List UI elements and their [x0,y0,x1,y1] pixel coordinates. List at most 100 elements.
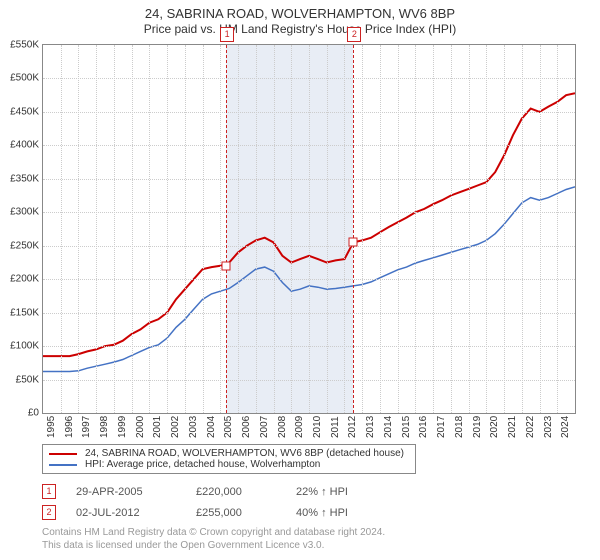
gridline-v [167,45,168,413]
transaction-price: £255,000 [196,507,276,519]
x-axis-label: 1998 [99,416,110,438]
x-axis-label: 1997 [81,416,92,438]
gridline-v [433,45,434,413]
transaction-price: £220,000 [196,486,276,498]
gridline-v [344,45,345,413]
transaction-row-index: 1 [42,484,56,499]
y-axis-label: £500K [1,73,39,84]
x-axis-label: 2012 [347,416,358,438]
gridline-v [469,45,470,413]
x-axis-label: 2022 [525,416,536,438]
x-axis-label: 2004 [206,416,217,438]
x-axis-label: 1999 [117,416,128,438]
x-axis-label: 2018 [454,416,465,438]
gridline-v [96,45,97,413]
legend-swatch [49,464,77,466]
price-chart: £0£50K£100K£150K£200K£250K£300K£350K£400… [42,44,576,414]
x-axis-label: 2016 [418,416,429,438]
x-axis-label: 2005 [223,416,234,438]
chart-title-2: Price paid vs. HM Land Registry's House … [0,22,600,36]
gridline-v [451,45,452,413]
gridline-v [203,45,204,413]
gridline-v [380,45,381,413]
gridline-v [220,45,221,413]
x-axis-label: 2014 [383,416,394,438]
x-axis-label: 2010 [312,416,323,438]
transaction-line: 2 [353,45,354,413]
y-axis-label: £0 [1,408,39,419]
transaction-delta: 40% ↑ HPI [296,507,348,519]
legend-label: HPI: Average price, detached house, Wolv… [85,459,320,470]
x-axis-label: 2008 [277,416,288,438]
x-axis-label: 2017 [436,416,447,438]
x-axis-label: 2006 [241,416,252,438]
x-axis-label: 2000 [135,416,146,438]
gridline-v [398,45,399,413]
x-axis-label: 2011 [330,416,341,438]
transaction-marker [222,261,231,270]
x-axis-label: 2002 [170,416,181,438]
transaction-date: 02-JUL-2012 [76,507,176,519]
x-axis-label: 2007 [259,416,270,438]
gridline-v [327,45,328,413]
gridline-v [415,45,416,413]
footer: Contains HM Land Registry data © Crown c… [42,526,600,552]
chart-title-1: 24, SABRINA ROAD, WOLVERHAMPTON, WV6 8BP [0,6,600,21]
gridline-v [557,45,558,413]
legend-row: 24, SABRINA ROAD, WOLVERHAMPTON, WV6 8BP… [49,448,409,459]
x-axis-label: 2001 [152,416,163,438]
x-axis-label: 2013 [365,416,376,438]
x-axis-label: 2021 [507,416,518,438]
gridline-v [61,45,62,413]
transaction-row-index: 2 [42,505,56,520]
x-axis-label: 2009 [294,416,305,438]
x-axis-label: 2015 [401,416,412,438]
y-axis-label: £50K [1,374,39,385]
gridline-v [362,45,363,413]
transaction-rows: 129-APR-2005£220,00022% ↑ HPI202-JUL-201… [42,484,600,520]
gridline-v [185,45,186,413]
legend-swatch [49,453,77,455]
y-axis-label: £100K [1,341,39,352]
gridline-v [486,45,487,413]
transaction-line: 1 [226,45,227,413]
gridline-v [291,45,292,413]
x-axis-label: 2020 [489,416,500,438]
gridline-v [149,45,150,413]
transaction-delta: 22% ↑ HPI [296,486,348,498]
transaction-row: 129-APR-2005£220,00022% ↑ HPI [42,484,600,499]
transaction-marker [349,238,358,247]
gridline-v [256,45,257,413]
gridline-v [504,45,505,413]
gridline-v [238,45,239,413]
x-axis-label: 1995 [46,416,57,438]
x-axis-label: 1996 [64,416,75,438]
transaction-index-box: 2 [347,27,361,42]
gridline-v [114,45,115,413]
gridline-v [522,45,523,413]
y-axis-label: £450K [1,106,39,117]
legend: 24, SABRINA ROAD, WOLVERHAMPTON, WV6 8BP… [42,444,416,474]
transaction-index-box: 1 [220,27,234,42]
x-axis-label: 2019 [472,416,483,438]
y-axis-label: £300K [1,207,39,218]
x-axis-label: 2024 [560,416,571,438]
footer-line-2: This data is licensed under the Open Gov… [42,539,600,552]
gridline-v [78,45,79,413]
y-axis-label: £150K [1,307,39,318]
footer-line-1: Contains HM Land Registry data © Crown c… [42,526,600,539]
gridline-v [274,45,275,413]
y-axis-label: £350K [1,173,39,184]
legend-label: 24, SABRINA ROAD, WOLVERHAMPTON, WV6 8BP… [85,448,404,459]
x-axis-label: 2023 [543,416,554,438]
transaction-row: 2 02-JUL-2012 £255,000 40% ↑ HPI [42,505,600,520]
gridline-v [540,45,541,413]
y-axis-label: £200K [1,274,39,285]
x-axis-label: 2003 [188,416,199,438]
y-axis-label: £400K [1,140,39,151]
legend-row: HPI: Average price, detached house, Wolv… [49,459,409,470]
gridline-v [132,45,133,413]
y-axis-label: £550K [1,40,39,51]
gridline-v [309,45,310,413]
y-axis-label: £250K [1,240,39,251]
